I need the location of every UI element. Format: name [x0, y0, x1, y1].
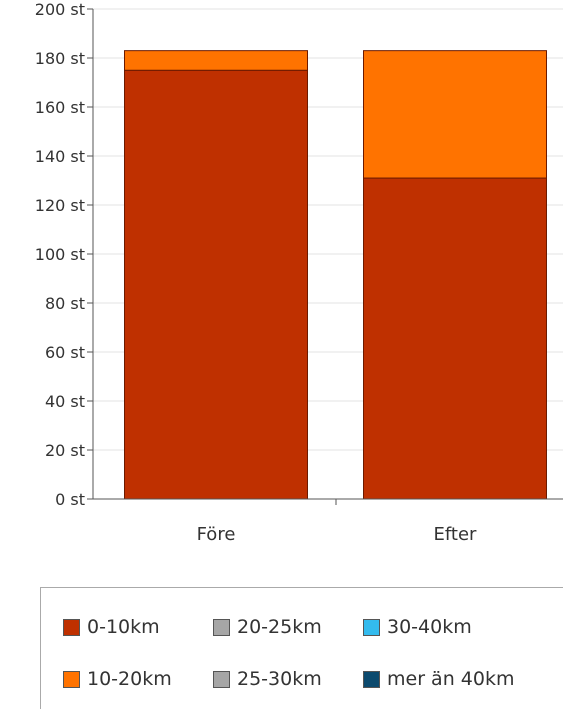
bar-segment — [124, 69, 308, 500]
bars — [124, 50, 547, 500]
legend-swatch — [363, 670, 380, 688]
x-axis: Före Efter — [87, 498, 563, 545]
legend-item: 30-40km — [363, 616, 472, 638]
y-tick-label: 200 st — [35, 0, 85, 19]
bar-segment — [363, 50, 547, 179]
legend-item: mer än 40km — [363, 668, 514, 690]
legend-label: 25-30km — [237, 668, 322, 690]
bar-segment — [124, 50, 308, 71]
y-tick-label: 40 st — [45, 392, 85, 411]
legend-item: 25-30km — [213, 668, 322, 690]
y-tick-label: 180 st — [35, 49, 85, 68]
y-tick-label: 120 st — [35, 196, 85, 215]
x-tick-label: Efter — [434, 524, 478, 545]
legend-swatch — [213, 618, 230, 636]
y-tick-label: 80 st — [45, 294, 85, 313]
y-tick-label: 100 st — [35, 245, 85, 264]
y-axis: 0 st 20 st 40 st 60 st 80 st 100 st 120 st 140 … — [35, 0, 94, 509]
x-tick-label: Före — [197, 524, 236, 545]
bar-chart: 0 st 20 st 40 st 60 st 80 st 100 st 120 st 140 … — [35, 0, 563, 545]
y-tick-label: 20 st — [45, 441, 85, 460]
bar-segment — [363, 177, 547, 500]
y-tick-label: 160 st — [35, 98, 85, 117]
y-tick-label: 60 st — [45, 343, 85, 362]
legend-label: 0-10km — [87, 616, 160, 638]
legend: 0-10km 10-20km 20-25km 25-30km 30-40km mer än… — [40, 587, 563, 709]
legend-item: 20-25km — [213, 616, 322, 638]
y-tick-label: 0 st — [55, 490, 85, 509]
legend-swatch — [63, 670, 80, 688]
y-tick-label: 140 st — [35, 147, 85, 166]
legend-item: 10-20km — [63, 668, 172, 690]
legend-swatch — [63, 618, 80, 636]
legend-swatch — [363, 618, 380, 636]
legend-label: 20-25km — [237, 616, 322, 638]
legend-label: 30-40km — [387, 616, 472, 638]
legend-label: 10-20km — [87, 668, 172, 690]
legend-swatch — [213, 670, 230, 688]
legend-label: mer än 40km — [387, 668, 515, 690]
legend-item: 0-10km — [63, 616, 160, 638]
